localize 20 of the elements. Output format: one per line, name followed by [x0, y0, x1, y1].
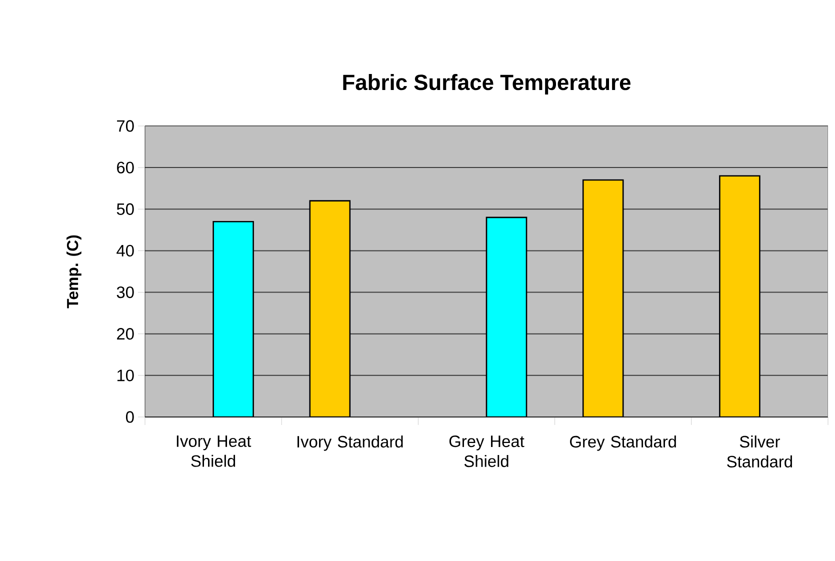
y-tick-label: 60 [117, 162, 134, 174]
x-tick-label: Silver Standard [727, 436, 792, 468]
y-tick-label: 10 [117, 370, 134, 382]
chart-title: Fabric Surface Temperature [343, 74, 630, 94]
bar [582, 179, 624, 417]
bar [309, 200, 351, 417]
bar [486, 216, 528, 417]
y-tick-label: 30 [116, 286, 134, 298]
y-tick-label: 70 [117, 120, 134, 132]
y-tick-label: 50 [116, 203, 134, 215]
x-tick-label: Ivory Standard [298, 436, 403, 451]
y-tick-label: 0 [126, 411, 134, 423]
bar [212, 220, 254, 417]
y-axis-title: Temp. (C) [66, 235, 82, 308]
x-tick-label: Ivory Heat Shield [176, 436, 252, 467]
x-tick-label: Grey Heat Shield [449, 435, 524, 468]
y-tick-label: 20 [117, 328, 134, 340]
bar [719, 175, 760, 417]
y-tick-label: 40 [116, 244, 134, 257]
x-tick-label: Grey Standard [570, 436, 676, 451]
